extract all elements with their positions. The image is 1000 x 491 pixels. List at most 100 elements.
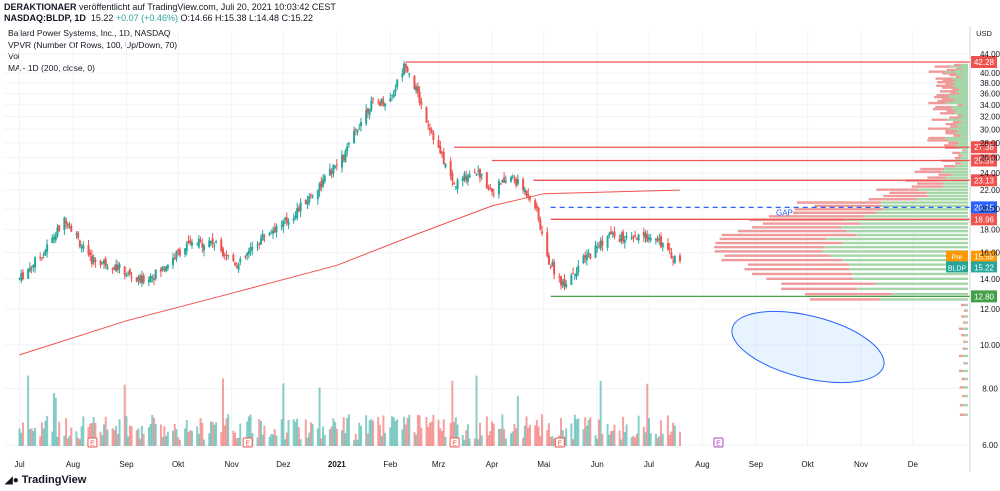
candle-body [608, 233, 611, 236]
vpvr-bar-up [955, 68, 968, 72]
vpvr-bar-up [956, 122, 968, 126]
candle-body [622, 231, 625, 242]
vpvr-bar-down [927, 139, 949, 142]
candle-body [66, 223, 69, 227]
volume-bar [272, 434, 275, 446]
volume-bar [389, 427, 392, 446]
vpvr-bar-down [956, 67, 963, 70]
candle-body [190, 242, 193, 246]
volume-bar [573, 414, 576, 446]
candle-body [537, 207, 540, 220]
candle-body [299, 202, 302, 212]
candle-body [668, 248, 671, 250]
y-tick-label: 8.00 [982, 385, 998, 394]
vpvr-bar-up [849, 263, 968, 266]
volume-bar [27, 375, 30, 446]
y-tick-label: 6.00 [982, 441, 998, 450]
candle-body [485, 172, 488, 188]
candle-body [394, 89, 397, 93]
earnings-marker-label: E [557, 441, 562, 448]
earnings-marker-label: E [452, 441, 457, 448]
volume-bar [454, 417, 457, 446]
candle-body [594, 245, 597, 258]
candle-body [46, 244, 49, 252]
vpvr-bar-up [891, 292, 968, 296]
vpvr-bar-up [966, 309, 968, 312]
vpvr-bar-up [841, 226, 968, 229]
candle-body [287, 221, 290, 225]
volume-bar [175, 429, 178, 446]
volume-bar [346, 417, 349, 446]
vpvr-bar-up [962, 114, 968, 117]
vpvr-bar-up [916, 198, 968, 201]
x-tick-label: Apr [486, 460, 499, 469]
time-axis: Jul Aug Sep Okt Nov Dez 2021 Feb Mrz Apr Mai Jun Jul… [14, 460, 918, 469]
candle-body [32, 265, 35, 268]
candle-body [322, 179, 325, 187]
price-tag [971, 250, 997, 262]
y-tick-label: 36.00 [980, 90, 1000, 99]
candle-body [503, 177, 506, 183]
volume-bar [635, 433, 638, 446]
vpvr-bar-down [715, 241, 843, 245]
candle-body [449, 160, 452, 176]
volume-bar [135, 430, 138, 446]
volume-bar [220, 431, 223, 446]
candle-body [461, 177, 464, 182]
volume-bar [365, 415, 368, 446]
vpvr-bar-down [949, 73, 958, 77]
volume-bar [53, 393, 56, 446]
tradingview-brand[interactable]: ◢● TradingView [5, 474, 86, 486]
candle-body [280, 224, 283, 226]
candle-body [27, 269, 30, 279]
vpvr-bar-down [920, 167, 945, 171]
ma-legend[interactable]: MA - 1D (200, close, 0) [8, 62, 95, 73]
volume-bar [596, 438, 599, 446]
volume-bar [113, 429, 116, 446]
volume-bar [334, 422, 337, 446]
vpvr-bar-down [949, 116, 960, 119]
candle-body [261, 233, 264, 241]
candle-body [585, 254, 588, 261]
volume-bar [466, 424, 469, 446]
candle-body [570, 274, 573, 285]
volume-bar [273, 429, 276, 446]
vpvr-bar-down [959, 403, 964, 407]
candle-body [344, 150, 347, 163]
volume-bar [425, 417, 428, 446]
x-tick-label: Nov [854, 460, 868, 469]
candle-body [632, 237, 635, 239]
x-tick-label: De [908, 460, 919, 469]
x-tick-label: Okt [801, 460, 814, 469]
volume-bar [165, 436, 168, 446]
volume-bar [401, 429, 404, 446]
price-chart[interactable]: E E E E E 42.28 27.38 25.59 23.13 18.96 12.80 GAP 2… [0, 26, 1000, 472]
candle-body [589, 254, 592, 259]
candle-body [673, 256, 676, 264]
candle-body [584, 254, 587, 259]
candle-body [610, 231, 613, 235]
vpvr-bar-up [951, 107, 968, 111]
ma-200-line [19, 189, 681, 356]
brand-name: TradingView [21, 474, 87, 486]
vpvr-legend[interactable]: VPVR (Number Of Rows, 100, Up/Down, 70) [8, 39, 178, 50]
candle-body [642, 232, 645, 237]
volume-bar [491, 421, 494, 446]
volume-bar [654, 433, 657, 446]
candle-body [196, 244, 199, 246]
x-tick-label: Sep [749, 460, 764, 469]
candle-body [165, 266, 168, 272]
vpvr-bar-down [938, 173, 952, 176]
volume-bar [330, 426, 333, 446]
candle-body [425, 107, 428, 123]
candle-body [184, 248, 187, 255]
vpvr-bar-down [937, 80, 952, 84]
candle-body [416, 86, 419, 93]
vpvr-bar-down [928, 101, 946, 105]
x-tick-label: Okt [172, 460, 185, 469]
candle-body [341, 155, 344, 168]
vpvr-bar-down [945, 122, 957, 126]
vol-legend[interactable]: Vol [8, 51, 20, 61]
candle-body [372, 98, 375, 100]
volume-bar [382, 415, 385, 446]
